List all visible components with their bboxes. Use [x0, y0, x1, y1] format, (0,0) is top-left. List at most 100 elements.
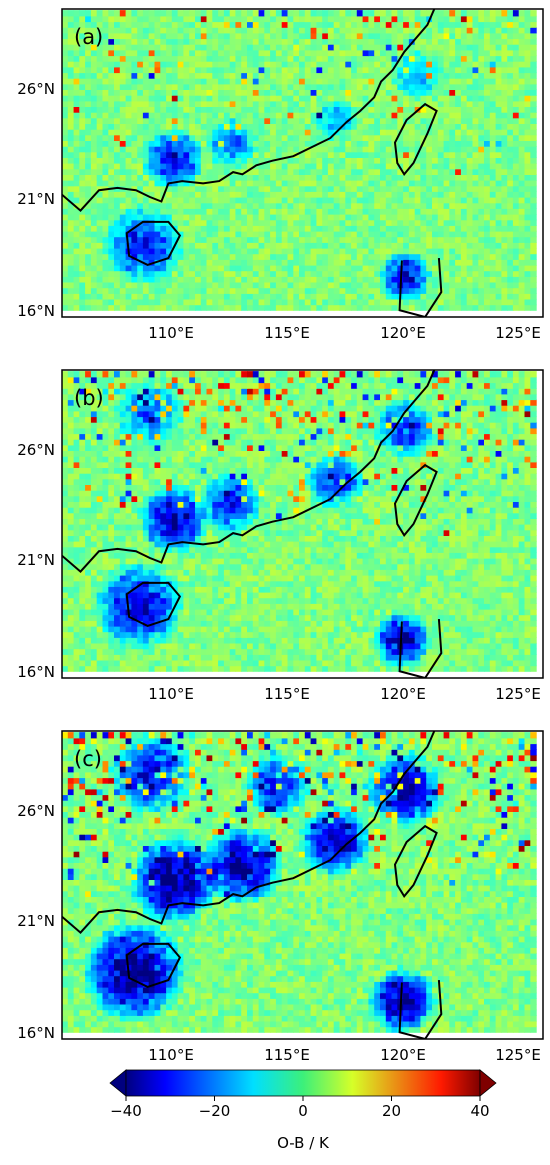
heatmap-cell — [339, 10, 346, 17]
heatmap-cell — [206, 61, 213, 68]
heatmap-cell — [148, 276, 156, 283]
heatmap-cell — [229, 106, 237, 113]
heatmap-cell — [258, 89, 265, 96]
heatmap-cell — [333, 180, 341, 187]
heatmap-cell — [466, 185, 474, 192]
heatmap-cell — [345, 230, 352, 238]
heatmap-cell — [374, 89, 381, 96]
heatmap-cell — [466, 61, 474, 68]
heatmap-cell — [380, 659, 387, 667]
heatmap-cell — [501, 123, 508, 130]
heatmap-cell — [166, 49, 173, 57]
heatmap-cell — [166, 168, 173, 175]
heatmap-cell — [437, 146, 445, 153]
heatmap-cell — [333, 637, 341, 644]
heatmap-cell — [102, 10, 109, 17]
heatmap-cell — [304, 100, 312, 107]
heatmap-cell — [524, 168, 531, 175]
heatmap-cell — [432, 665, 439, 672]
heatmap-cell — [524, 174, 531, 181]
heatmap-cell — [247, 10, 254, 17]
heatmap-cell — [154, 78, 161, 85]
heatmap-cell — [177, 151, 184, 158]
heatmap-cell — [530, 83, 537, 90]
heatmap-cell — [397, 163, 404, 170]
heatmap-cell — [62, 168, 69, 175]
heatmap-cell — [125, 298, 132, 306]
heatmap-cell — [125, 106, 132, 113]
heatmap-cell — [518, 225, 526, 232]
heatmap-cell — [339, 168, 346, 175]
heatmap-cell — [90, 10, 98, 17]
heatmap-cell — [478, 21, 485, 28]
heatmap-cell — [333, 287, 341, 294]
heatmap-cell — [455, 654, 462, 661]
heatmap-cell — [339, 151, 346, 158]
heatmap-cell — [374, 197, 381, 204]
heatmap-cell — [489, 185, 497, 192]
heatmap-cell — [374, 270, 381, 277]
heatmap-cell — [327, 55, 335, 62]
heatmap-cell — [96, 123, 104, 130]
heatmap-cell — [90, 27, 98, 34]
heatmap-cell — [420, 146, 427, 153]
heatmap-cell — [414, 134, 422, 141]
heatmap-cell — [270, 21, 277, 28]
heatmap-cell — [270, 174, 277, 181]
heatmap-cell — [524, 270, 531, 277]
heatmap-cell — [281, 264, 289, 272]
heatmap-cell — [437, 185, 445, 192]
heatmap-cell — [345, 202, 352, 209]
heatmap-cell — [397, 21, 404, 28]
heatmap-cell — [351, 10, 358, 17]
heatmap-cell — [171, 49, 179, 57]
heatmap-cell — [293, 202, 300, 209]
heatmap-cell — [79, 185, 86, 192]
heatmap-cell — [316, 642, 323, 650]
heatmap-cell — [85, 281, 92, 289]
heatmap-cell — [148, 61, 156, 68]
heatmap-cell — [397, 95, 404, 102]
heatmap-cell — [195, 298, 202, 306]
heatmap-cell — [345, 625, 352, 633]
heatmap-cell — [108, 140, 115, 147]
heatmap-cell — [235, 659, 242, 667]
heatmap-cell — [339, 631, 346, 638]
heatmap-cell — [67, 287, 75, 294]
heatmap-cell — [432, 270, 439, 277]
heatmap-cell — [96, 174, 104, 181]
heatmap-cell — [183, 174, 190, 181]
heatmap-cell — [368, 253, 375, 260]
heatmap-cell — [275, 117, 283, 124]
heatmap-cell — [287, 168, 294, 175]
heatmap-cell — [177, 637, 184, 644]
heatmap-cell — [391, 659, 398, 667]
heatmap-cell — [264, 264, 271, 272]
heatmap-cell — [449, 659, 456, 667]
heatmap-cell — [443, 287, 450, 294]
heatmap-cell — [356, 151, 364, 158]
heatmap-cell — [223, 61, 231, 68]
heatmap-cell — [119, 38, 127, 45]
heatmap-cell — [472, 146, 479, 153]
heatmap-cell — [408, 225, 416, 232]
heatmap-cell — [507, 225, 514, 232]
heatmap-cell — [530, 27, 537, 34]
heatmap-cell — [443, 208, 450, 215]
heatmap-cell — [507, 631, 514, 638]
heatmap-cell — [160, 242, 167, 249]
heatmap-cell — [408, 665, 416, 672]
heatmap-cell — [218, 631, 225, 638]
heatmap-cell — [166, 117, 173, 124]
heatmap-cell — [304, 44, 312, 51]
heatmap-cell — [466, 112, 474, 119]
heatmap-cell — [524, 287, 531, 294]
heatmap-cell — [426, 659, 433, 667]
x-tick-label: 125°E — [495, 324, 541, 342]
heatmap-cell — [339, 78, 346, 85]
heatmap-cell — [403, 247, 410, 255]
heatmap-cell — [351, 665, 358, 672]
heatmap-cell — [96, 191, 104, 198]
heatmap-cell — [408, 208, 416, 215]
heatmap-cell — [142, 123, 150, 130]
